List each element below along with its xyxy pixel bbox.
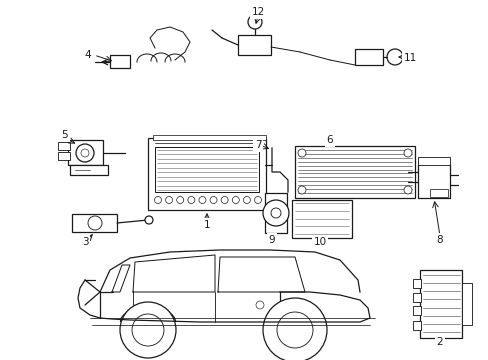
Circle shape [297,149,305,157]
Text: 12: 12 [251,7,264,17]
Bar [412,293,420,302]
Circle shape [199,197,205,203]
Text: 10: 10 [313,237,326,247]
Circle shape [263,298,326,360]
Text: 1: 1 [203,220,210,230]
Circle shape [297,186,305,194]
Bar [412,306,420,315]
Bar [153,135,265,140]
Text: 11: 11 [403,53,416,63]
Bar [291,200,351,238]
Bar [417,157,449,165]
Bar [68,140,103,165]
Circle shape [386,49,402,65]
Circle shape [270,208,281,218]
Bar [461,283,471,325]
Circle shape [88,216,102,230]
Circle shape [81,149,89,157]
Text: 9: 9 [268,235,275,245]
Bar [412,279,420,288]
Circle shape [76,144,94,162]
Circle shape [145,216,153,224]
Bar [58,152,70,160]
Text: 3: 3 [81,237,88,247]
Bar [58,142,70,150]
Bar [148,138,265,210]
Circle shape [232,197,239,203]
Text: 8: 8 [436,235,443,245]
Circle shape [403,149,411,157]
Circle shape [254,197,261,203]
Bar [412,321,420,330]
Text: 2: 2 [436,337,443,347]
Bar [238,35,270,55]
Circle shape [120,302,176,358]
Circle shape [243,197,250,203]
Circle shape [247,15,262,29]
Bar [429,189,447,197]
Circle shape [187,197,194,203]
Bar [294,146,414,198]
Bar [72,214,117,232]
Bar [155,147,259,192]
Bar [419,270,461,338]
Text: 6: 6 [326,135,333,145]
Circle shape [276,312,312,348]
Bar [354,49,382,65]
Text: 7: 7 [254,140,261,150]
Circle shape [154,197,161,203]
Circle shape [403,186,411,194]
Circle shape [210,197,217,203]
Circle shape [132,314,163,346]
Text: 5: 5 [61,130,68,140]
Bar [264,193,286,233]
Circle shape [221,197,228,203]
Text: 4: 4 [84,50,91,60]
Bar [70,165,108,175]
Circle shape [165,197,172,203]
Circle shape [263,200,288,226]
Bar [110,55,130,68]
Circle shape [176,197,183,203]
Circle shape [256,301,264,309]
